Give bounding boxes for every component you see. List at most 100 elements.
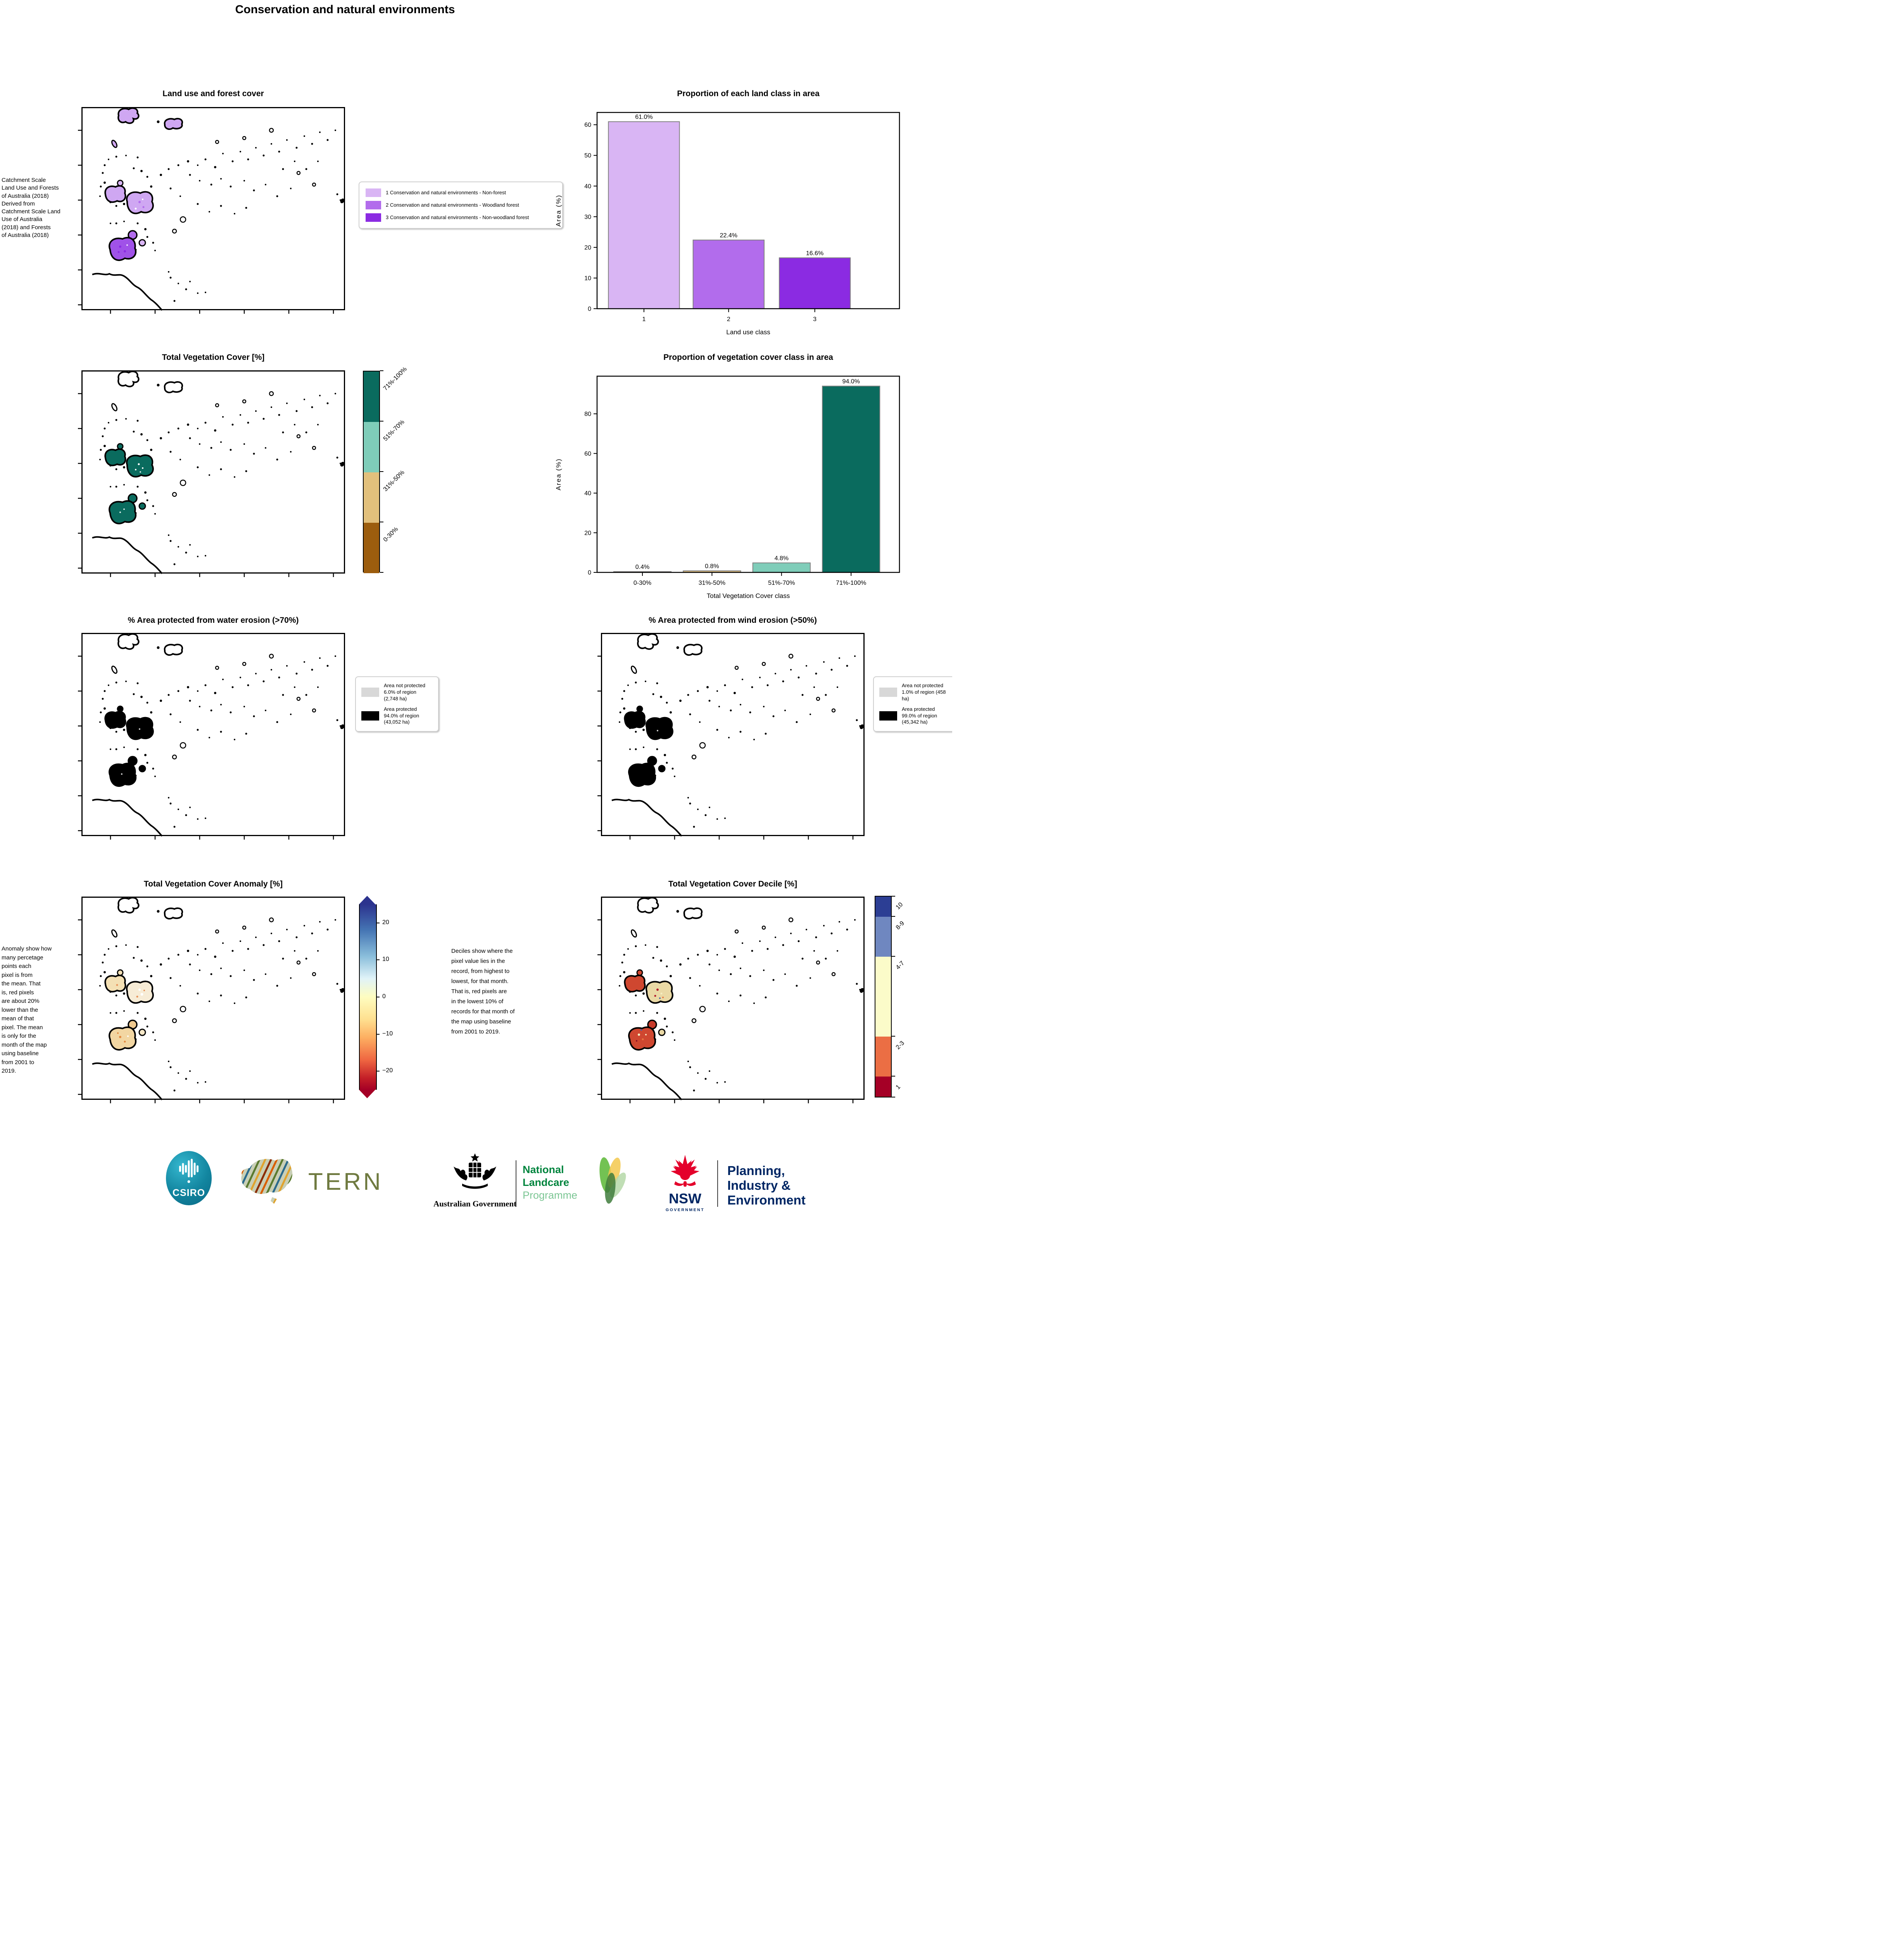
bar: [822, 385, 880, 573]
colorbar-label: 4-7: [894, 960, 906, 971]
colorbar-tick: [892, 896, 895, 897]
y-axis-label: Area (%): [555, 458, 562, 490]
colorbar-gradient: [359, 904, 377, 1090]
colorbar-tick-label: −20: [382, 1067, 393, 1074]
colorbar: [363, 371, 380, 573]
colorbar-tick: [380, 471, 383, 472]
anomaly-caption: Anomaly show how many percetage points e…: [2, 945, 52, 1074]
legend-item: Area not protected 6.0% of region (2,748…: [361, 683, 433, 702]
colorbar-label: 51%-70%: [382, 418, 406, 442]
panel-title-land-use: Land use and forest cover: [162, 89, 264, 98]
y-tick-label: 10: [584, 275, 591, 282]
bar-value-label: 16.6%: [806, 250, 823, 257]
y-tick-label: 60: [584, 122, 591, 128]
axes-frame: [596, 112, 900, 309]
legend-label: Area protected 99.0% of region (45,342 h…: [902, 706, 937, 725]
landcare-leaves-icon: [599, 1157, 626, 1204]
colorbar-tick: [892, 956, 895, 957]
y-tick-label: 80: [584, 411, 591, 418]
legend-swatch: [366, 213, 381, 222]
colorbar-tick: [380, 421, 383, 422]
landcare-line1: National: [523, 1164, 564, 1175]
bar-value-label: 94.0%: [842, 378, 860, 385]
y-axis-label: Area (%): [555, 194, 562, 226]
colorbar-tick: [376, 959, 380, 961]
legend-swatch: [361, 711, 379, 721]
veg-cover-map: [78, 369, 345, 577]
land-use-caption: Catchment Scale Land Use and Forests of …: [2, 177, 60, 238]
y-tick-label: 30: [584, 214, 591, 220]
colorbar-tick: [376, 1033, 380, 1035]
colorbar-segment: [364, 422, 379, 472]
colorbar-tick: [380, 370, 383, 371]
bar-value-label: 22.4%: [720, 232, 737, 239]
legend-item: 3 Conservation and natural environments …: [366, 213, 556, 222]
planning-line2: Industry &: [727, 1178, 791, 1192]
planning-line3: Environment: [727, 1193, 806, 1207]
colorbar-label: 1: [894, 1084, 902, 1091]
colorbar-label: 10: [894, 901, 905, 911]
anomaly-colorbar: 20 10 0 −10 −20: [359, 896, 460, 1105]
colorbar-segment: [875, 897, 891, 917]
land-use-legend: 1 Conservation and natural environments …: [359, 181, 563, 229]
bar-value-label: 0.4%: [635, 564, 649, 570]
colorbar: [875, 896, 892, 1097]
water-erosion-legend: Area not protected 6.0% of region (2,748…: [355, 676, 439, 732]
australian-government-crest-icon: [454, 1153, 496, 1189]
bar: [752, 562, 811, 573]
map-canvas: [597, 633, 865, 840]
bar: [608, 121, 680, 309]
wind-erosion-map: [597, 633, 865, 840]
legend-swatch: [366, 201, 381, 209]
nsw-label: NSW: [669, 1191, 701, 1206]
land-use-map: [78, 105, 345, 314]
land-class-bar-chart: 0 10 20 30 40 50 60 Area (%) 61.0% 1 22.4% 2 16.6% 3 L…: [555, 112, 900, 336]
x-tick-label: 3: [813, 316, 816, 323]
x-axis-label: Land use class: [726, 328, 770, 336]
bar-value-label: 0.8%: [705, 563, 719, 570]
y-tick-label: 20: [584, 530, 591, 536]
x-tick-label: 1: [642, 316, 646, 323]
y-tick-label: 40: [584, 183, 591, 190]
map-canvas: [78, 107, 345, 314]
colorbar-segment: [875, 1037, 891, 1077]
panel-title-wind-erosion: % Area protected from wind erosion (>50%…: [649, 616, 817, 625]
decile-caption: Deciles show where the pixel value lies …: [451, 948, 515, 1035]
landcare-line3: Programme: [523, 1189, 578, 1201]
colorbar-segment: [875, 916, 891, 957]
bar: [779, 257, 851, 309]
colorbar-tick: [380, 572, 383, 573]
legend-swatch: [361, 688, 379, 697]
decile-map: [597, 897, 865, 1103]
legend-item: Area not protected 1.0% of region (458 h…: [879, 683, 951, 702]
colorbar-segment: [364, 523, 379, 573]
legend-swatch: [879, 711, 897, 721]
colorbar-label: 71%-100%: [382, 366, 409, 392]
legend-label: Area protected 94.0% of region (43,052 h…: [384, 706, 419, 725]
chart1-title: Proportion of each land class in area: [677, 89, 820, 98]
bar-value-label: 61.0%: [635, 114, 653, 121]
map-canvas: [78, 370, 345, 577]
colorbar-segment: [364, 472, 379, 523]
water-erosion-map: [78, 633, 345, 840]
nsw-waratah-icon: [671, 1155, 699, 1187]
colorbar-arrow-up: [359, 896, 375, 904]
bar-value-label: 4.8%: [775, 555, 789, 562]
y-tick-label: 0: [588, 570, 591, 576]
veg-class-bar-chart: 0 20 40 60 80 Area (%) 0.4% 0-30% 0.8% 31%-50% 4.8…: [555, 375, 900, 600]
legend-item: 2 Conservation and natural environments …: [366, 201, 556, 209]
legend-label: Area not protected 1.0% of region (458 h…: [902, 683, 946, 702]
anomaly-map: [78, 897, 345, 1103]
chart2-title: Proportion of vegetation cover class in …: [663, 353, 833, 362]
landcare-line2: Landcare: [523, 1177, 570, 1188]
legend-label: 2 Conservation and natural environments …: [386, 202, 519, 208]
logo-divider-2: [717, 1160, 718, 1207]
panel-title-water-erosion: % Area protected from water erosion (>70…: [128, 616, 299, 625]
australian-government-label: Australian Government: [433, 1199, 517, 1208]
legend-swatch: [366, 188, 381, 197]
csiro-soundwave-icon: [179, 1159, 199, 1183]
map-canvas: [78, 897, 345, 1103]
x-tick-label: 31%-50%: [699, 580, 725, 586]
colorbar-label: 8-9: [894, 919, 906, 931]
colorbar-label: 31%-50%: [382, 469, 406, 493]
